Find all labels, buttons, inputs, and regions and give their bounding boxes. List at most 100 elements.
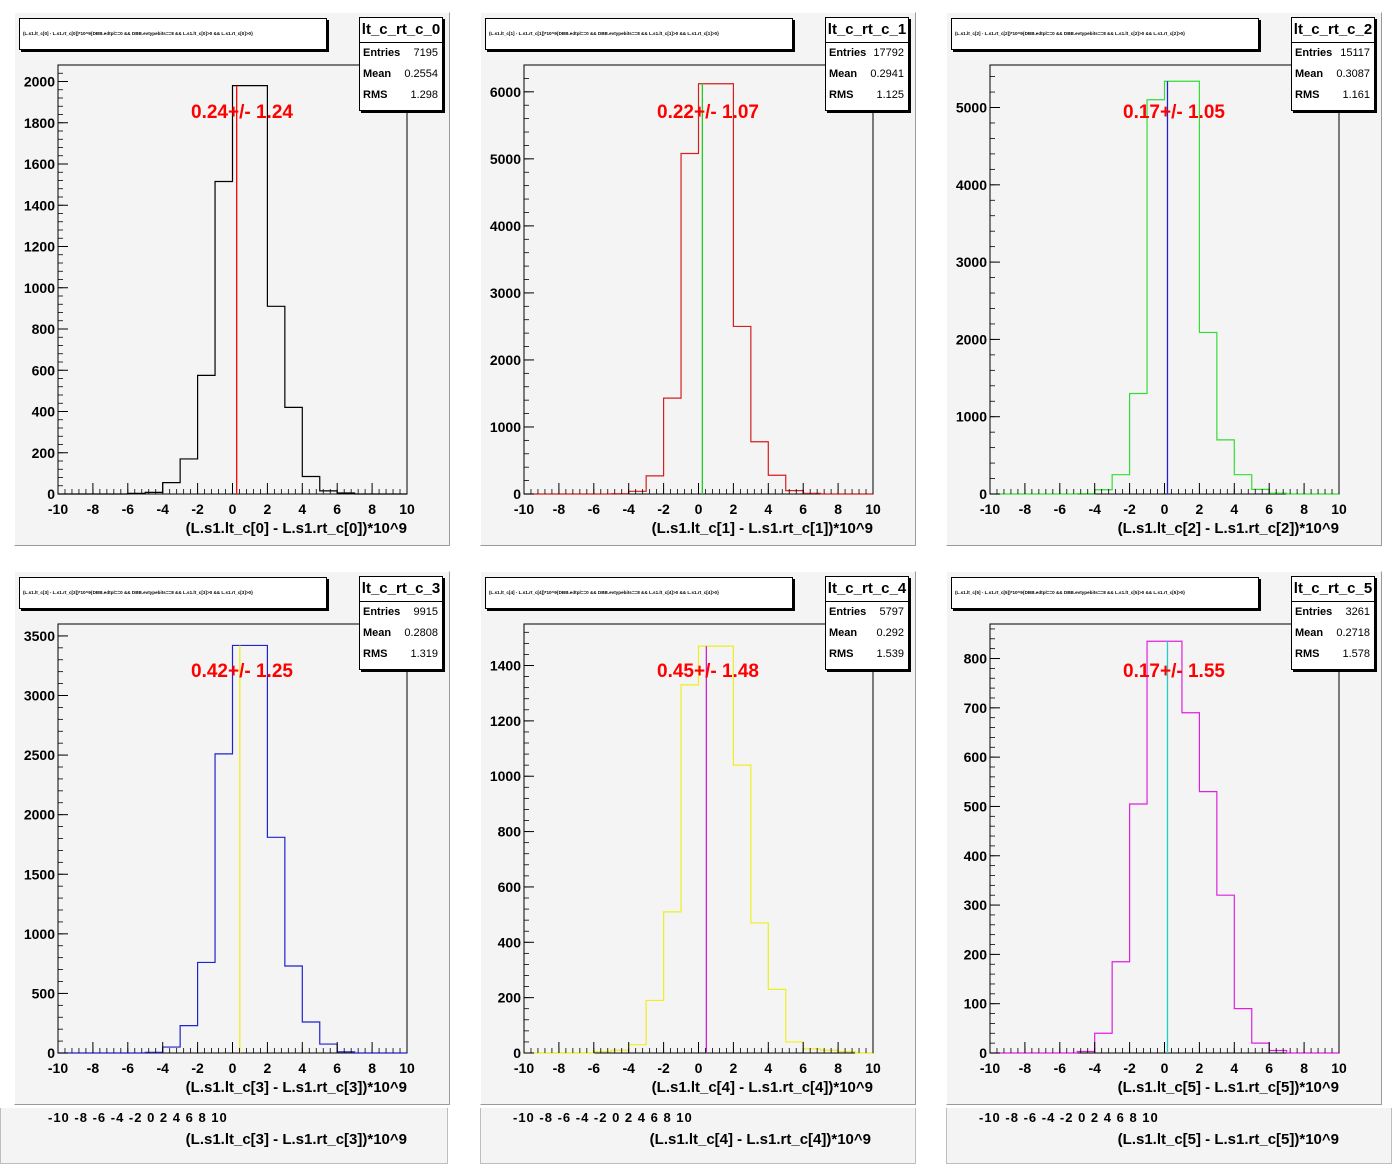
x-tick-label: 0: [1161, 1060, 1169, 1076]
y-tick-label: 800: [32, 321, 56, 337]
x-tick-label: 0: [695, 501, 703, 517]
y-tick-label: 200: [964, 946, 988, 962]
histogram-title: (L.s1.lt_c[2] - L.s1.rt_c[2])*10^9{DBB.e…: [951, 18, 1259, 50]
y-tick-label: 400: [498, 934, 522, 950]
stats-rms-label: RMS: [829, 89, 854, 101]
stats-mean-value: 0.292: [876, 627, 904, 639]
fit-annotation: 0.42+/- 1.25: [191, 661, 293, 682]
x-tick-label: 4: [1230, 501, 1238, 517]
x-tick-label: -8: [1019, 501, 1032, 517]
y-tick-label: 400: [964, 848, 988, 864]
stats-mean-value: 0.2718: [1336, 627, 1370, 639]
x-tick-label: -10: [514, 501, 534, 517]
stats-entries-label: Entries: [363, 47, 401, 59]
stats-mean-value: 0.2941: [870, 68, 904, 80]
x-tick-label: -10: [48, 501, 68, 517]
x-tick-label: -2: [1123, 1060, 1136, 1076]
ghost-pad-1: -10 -8 -6 -4 -2 0 2 4 6 8 10 (L.s1.lt_c[…: [480, 1108, 916, 1164]
plot-frame: [989, 64, 1340, 495]
stats-mean-label: Mean: [1295, 627, 1324, 639]
x-tick-label: -6: [588, 1060, 601, 1076]
stats-hist-name: lt_c_rt_c_0: [360, 18, 442, 43]
x-tick-label: 0: [229, 501, 237, 517]
ghost-svg-1: -10 -8 -6 -4 -2 0 2 4 6 8 10 (L.s1.lt_c[…: [513, 1110, 871, 1148]
x-tick-label: -10: [980, 501, 1000, 517]
x-axis-label: (L.s1.lt_c[2] - L.s1.rt_c[2])*10^9: [1118, 520, 1339, 537]
y-tick-label: 0: [47, 1045, 55, 1061]
histogram-svg-5: -10 -8 -6 -4 -2 0 2 4 6 8 100100200300400500600700…: [964, 623, 1347, 1096]
plot-frame: [523, 623, 874, 1054]
y-tick-label: 1200: [490, 713, 521, 729]
y-tick-label: 600: [32, 362, 56, 378]
y-tick-label: 4000: [956, 177, 987, 193]
x-tick-label: 6: [333, 1060, 341, 1076]
stats-hist-name: lt_c_rt_c_4: [826, 577, 908, 602]
stats-rms-value: 1.161: [1342, 89, 1370, 101]
x-tick-label: -4: [1088, 1060, 1101, 1076]
y-tick-label: 800: [964, 651, 988, 667]
x-tick-label: 4: [298, 1060, 306, 1076]
x-tick-label: 2: [264, 501, 272, 517]
x-tick-label: -6: [1054, 1060, 1067, 1076]
stats-mean-label: Mean: [1295, 68, 1324, 80]
histogram-title: (L.s1.lt_c[5] - L.s1.rt_c[5])*10^9{DBB.e…: [951, 577, 1259, 609]
stats-entries-value: 9915: [413, 606, 438, 618]
x-tick-label: 6: [333, 501, 341, 517]
ghost-tick-labels: -10 -8 -6 -4 -2 0 2 4 6 8 10: [48, 1110, 228, 1125]
stats-rms-label: RMS: [829, 648, 854, 660]
stats-rms-label: RMS: [363, 648, 388, 660]
y-tick-label: 400: [32, 404, 56, 420]
x-tick-label: -10: [514, 1060, 534, 1076]
y-tick-label: 0: [979, 1045, 987, 1061]
y-tick-label: 2500: [24, 747, 55, 763]
x-tick-label: 10: [865, 1060, 881, 1076]
x-tick-label: 0: [229, 1060, 237, 1076]
ghost-svg-0: -10 -8 -6 -4 -2 0 2 4 6 8 10 (L.s1.lt_c[…: [48, 1110, 407, 1148]
stats-entries-label: Entries: [829, 47, 867, 59]
histogram-svg-4: -10 -8 -6 -4 -2 0 2 4 6 8 10 0 200 400 600 800 1000 1200 1…: [490, 623, 881, 1096]
x-tick-label: -8: [1019, 1060, 1032, 1076]
y-tick-label: 200: [498, 990, 522, 1006]
x-tick-label: -8: [553, 1060, 566, 1076]
stats-mean-label: Mean: [363, 627, 392, 639]
y-tick-label: 2000: [24, 807, 55, 823]
y-tick-label: 1500: [24, 866, 55, 882]
y-tick-label: 100: [964, 996, 988, 1012]
fit-annotation: 0.22+/- 1.07: [657, 102, 759, 123]
x-tick-label: 10: [399, 501, 415, 517]
x-tick-label: 4: [298, 501, 306, 517]
stats-rms-value: 1.298: [410, 89, 438, 101]
x-tick-label: 8: [834, 1060, 842, 1076]
histogram-svg-1: -10 -8 -6 -4 -2 0 2 4 6 8 10 0 1000 2000 3000 4000 5000 6…: [490, 64, 881, 537]
stats-mean-value: 0.3087: [1336, 68, 1370, 80]
ghost-axis-label: (L.s1.lt_c[4] - L.s1.rt_c[4])*10^9: [650, 1131, 871, 1148]
x-tick-label: 8: [1300, 501, 1308, 517]
stats-mean-value: 0.2808: [404, 627, 438, 639]
histogram-svg-2: -10 -8 -6 -4 -2 0 2 4 6 8 10 0 1000 2000 3000 4000 5000 (…: [956, 64, 1347, 537]
y-tick-label: 5000: [956, 100, 987, 116]
stats-rms-value: 1.578: [1342, 648, 1370, 660]
stats-box: lt_c_rt_c_2 Entries 15117 Mean 0.3087 RMS 1…: [1291, 17, 1375, 111]
fit-annotation: 0.17+/- 1.55: [1123, 661, 1225, 682]
stats-box: lt_c_rt_c_5 Entries 3261 Mean 0.2718 RMS 1.…: [1291, 576, 1375, 670]
x-axis-label: (L.s1.lt_c[3] - L.s1.rt_c[3])*10^9: [186, 1079, 407, 1096]
ghost-axis-label: (L.s1.lt_c[5] - L.s1.rt_c[5])*10^9: [1118, 1131, 1339, 1148]
y-tick-label: 700: [964, 700, 988, 716]
x-tick-label: 4: [1230, 1060, 1238, 1076]
ghost-pad-0: -10 -8 -6 -4 -2 0 2 4 6 8 10 (L.s1.lt_c[…: [0, 1108, 448, 1164]
stats-entries-label: Entries: [363, 606, 401, 618]
histogram-title: (L.s1.lt_c[4] - L.s1.rt_c[4])*10^9{DBB.e…: [485, 577, 793, 609]
histogram-pad-3: -10 -8 -6 -4 -2 0 2 4 6 8 10 0 500 1000 1500 2000 2500 30…: [14, 571, 450, 1105]
x-tick-label: 8: [368, 1060, 376, 1076]
y-tick-label: 2000: [490, 352, 521, 368]
stats-mean-label: Mean: [829, 627, 858, 639]
stats-mean-label: Mean: [363, 68, 392, 80]
stats-rms-label: RMS: [1295, 89, 1320, 101]
x-tick-label: 10: [1331, 501, 1347, 517]
x-tick-label: 6: [799, 1060, 807, 1076]
y-tick-label: 5000: [490, 151, 521, 167]
x-tick-label: -4: [156, 501, 169, 517]
y-tick-label: 0: [513, 486, 521, 502]
histogram-pad-4: -10 -8 -6 -4 -2 0 2 4 6 8 10 0 200 400 600 800 1000 1200 1…: [480, 571, 916, 1105]
x-tick-label: -4: [156, 1060, 169, 1076]
